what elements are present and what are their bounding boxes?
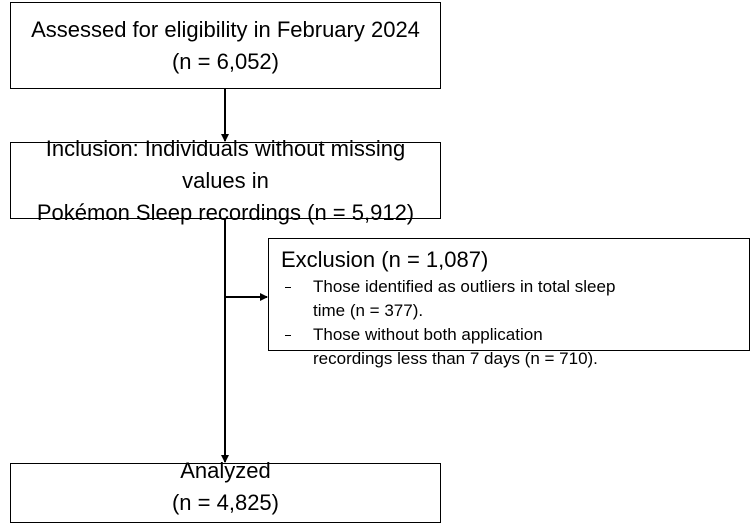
box-text: Inclusion: Individuals without missing v…: [45, 135, 406, 193]
page: Assessed for eligibility in February 202…: [10, 2, 750, 523]
assessed-box: Assessed for eligibility in February 202…: [10, 2, 441, 89]
connectors: [221, 88, 268, 463]
exclusion-item: Those identified as outliers in total sl…: [281, 275, 749, 323]
box-text: (n = 4,825): [171, 490, 279, 515]
box-text: Pokémon Sleep recordings (n = 5,912): [36, 199, 415, 225]
exclusion-item: Those without both application recordings…: [281, 323, 749, 371]
analyzed-box: Analyzed (n = 4,825): [10, 458, 441, 523]
box-text: (n = 6,052): [171, 48, 279, 74]
inclusion-box: Inclusion: Individuals without missing v…: [10, 136, 441, 225]
item-text: time (n = 377).: [313, 301, 424, 320]
item-text: recordings less than 7 days (n = 710).: [313, 349, 598, 368]
box-text: Analyzed: [180, 458, 271, 483]
item-text: Those identified as outliers in total sl…: [313, 277, 616, 296]
exclusion-title: Exclusion (n = 1,087): [281, 247, 489, 272]
box-text: Assessed for eligibility in February 202…: [31, 16, 420, 42]
item-text: Those without both application: [313, 325, 543, 344]
exclusion-box: Exclusion (n = 1,087) Those identified as…: [268, 238, 750, 368]
